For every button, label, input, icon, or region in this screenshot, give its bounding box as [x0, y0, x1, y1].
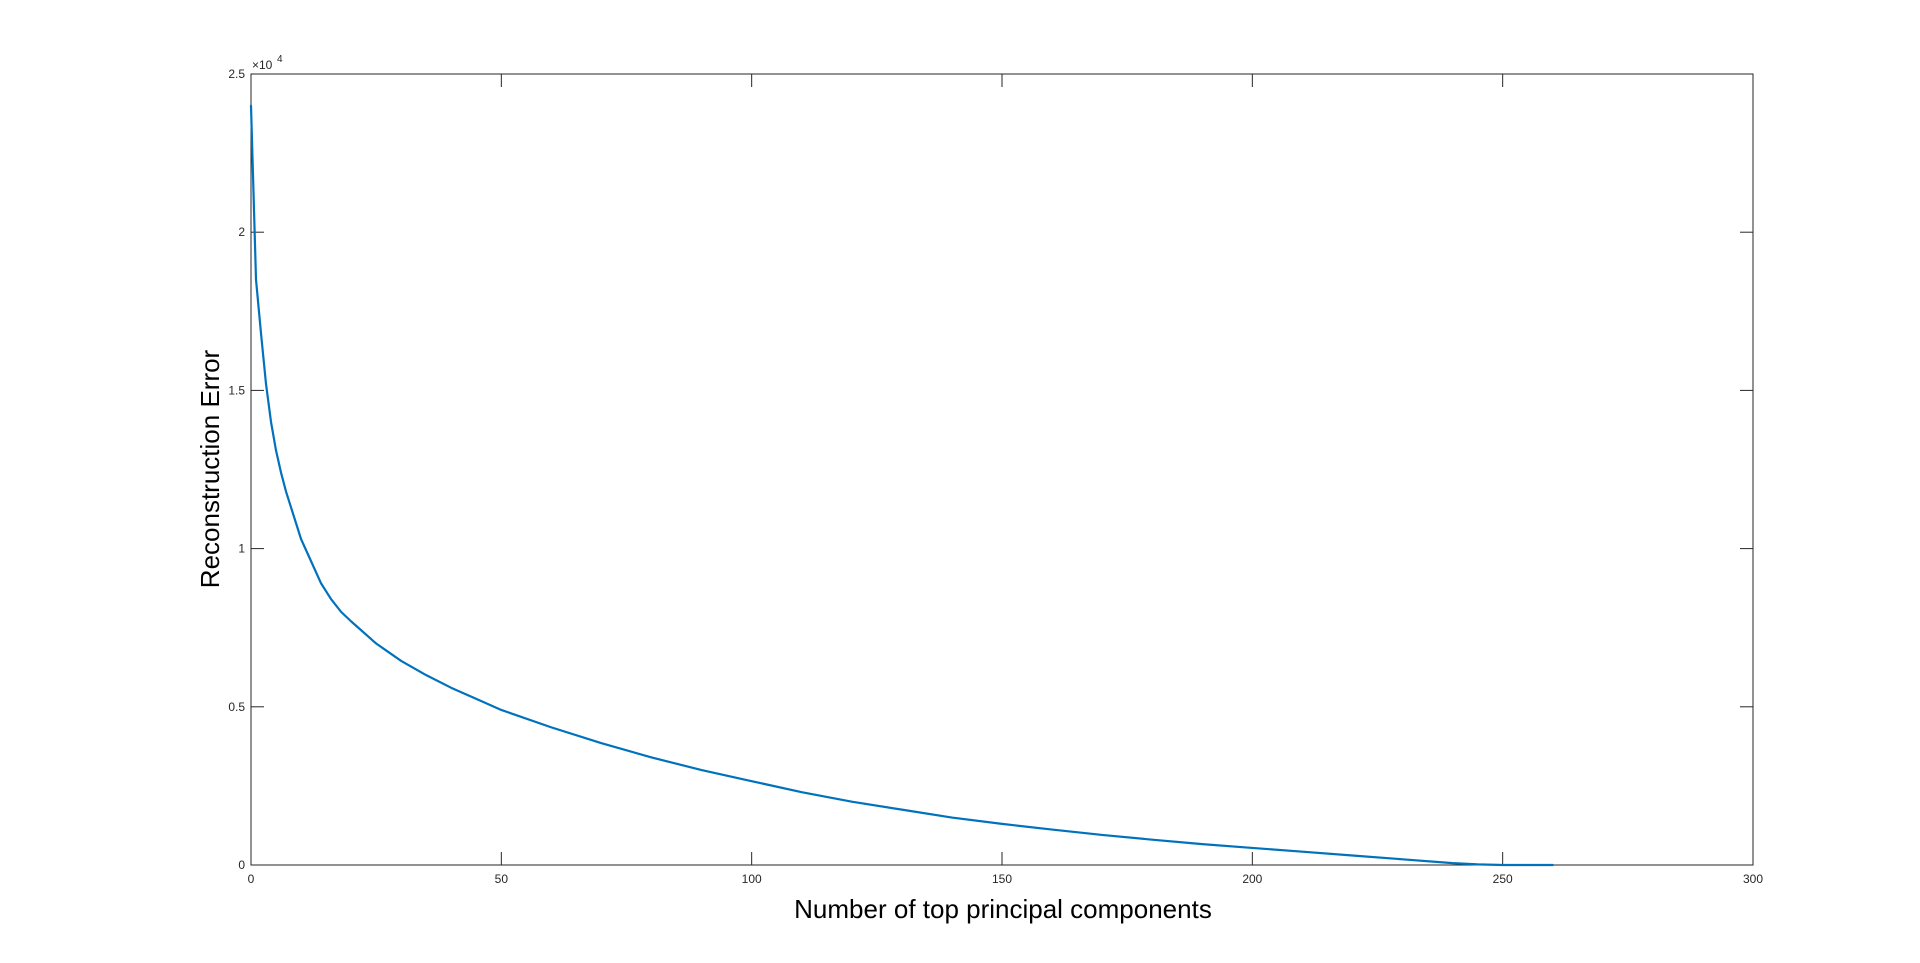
y-tick-label: 2: [238, 225, 245, 239]
x-tick-label: 250: [1493, 872, 1513, 886]
y-tick-label: 1: [238, 542, 245, 556]
x-tick-label: 0: [248, 872, 255, 886]
y-axis-exponent: ×10 4: [252, 54, 283, 72]
x-tick-label: 300: [1743, 872, 1763, 886]
y-tick-label: 2.5: [228, 67, 245, 81]
axis-ticks: [250, 73, 1754, 866]
x-tick-label: 150: [992, 872, 1012, 886]
plot-area: [250, 73, 1754, 866]
series-line: [249, 104, 1554, 867]
x-tick-label: 200: [1242, 872, 1262, 886]
y-tick-label: 0: [238, 858, 245, 872]
y-axis-exponent-base: ×10: [252, 58, 273, 72]
y-axis-label: Reconstruction Error: [195, 349, 225, 588]
x-tick-label: 50: [495, 872, 509, 886]
y-tick-label: 0.5: [228, 700, 245, 714]
y-tick-label: 1.5: [228, 383, 245, 397]
x-axis-label: Number of top principal components: [794, 894, 1212, 924]
axis-tick-labels: 0 50 100 150 200 250 300 0 0.5 1 1.5 2 2.5: [228, 67, 1763, 886]
x-tick-label: 100: [742, 872, 762, 886]
y-axis-exponent-power: 4: [277, 54, 283, 65]
